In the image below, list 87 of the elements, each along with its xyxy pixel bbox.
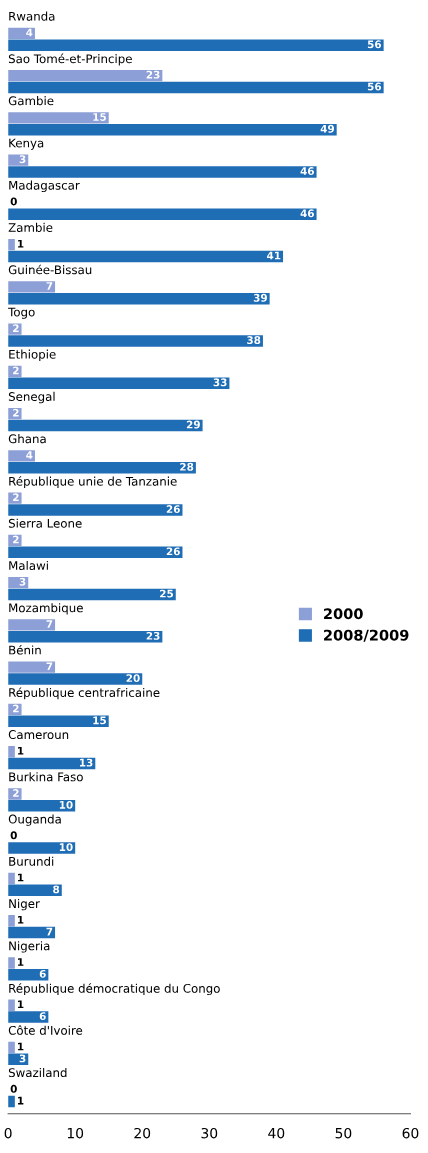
data-label: 56 xyxy=(367,40,382,49)
data-label: 1 xyxy=(18,239,24,248)
x-tick-label: 50 xyxy=(335,1127,352,1139)
data-label: 13 xyxy=(79,758,93,767)
y-tick-label: Côte d'Ivoire xyxy=(8,1025,83,1035)
data-label: 56 xyxy=(367,82,382,91)
data-label: 4 xyxy=(26,28,33,37)
data-label: 1 xyxy=(18,1042,24,1051)
data-label: 0 xyxy=(10,197,17,206)
y-tick-label: Nigeria xyxy=(9,941,50,953)
y-tick-label: Bénin xyxy=(9,644,41,655)
data-label: 15 xyxy=(93,716,106,725)
y-tick-label: République unie de Tanzanie xyxy=(9,476,177,489)
data-label: 46 xyxy=(300,209,315,218)
data-label: 2 xyxy=(13,324,19,332)
data-label: 0 xyxy=(10,1084,17,1093)
data-label: 2 xyxy=(13,493,19,502)
y-tick-label: Gambie xyxy=(8,96,54,106)
data-label: 28 xyxy=(180,462,194,471)
data-label: 26 xyxy=(166,505,180,513)
data-label: 6 xyxy=(39,969,46,978)
data-label: 7 xyxy=(46,662,53,671)
y-tick-label: Niger xyxy=(9,898,40,911)
y-tick-label: Senegal xyxy=(8,391,55,404)
data-label: 2 xyxy=(13,366,19,375)
y-tick-label: Swaziland xyxy=(8,1067,67,1078)
data-label: 7 xyxy=(46,282,53,290)
data-label: 29 xyxy=(186,420,200,429)
data-label: 10 xyxy=(59,800,73,809)
y-tick-label: Mozambique xyxy=(9,603,83,615)
data-label: 25 xyxy=(160,589,174,598)
data-label: 1 xyxy=(18,1096,24,1105)
data-label: 7 xyxy=(46,927,53,936)
x-tick-label: 40 xyxy=(268,1127,285,1139)
x-tick-label: 10 xyxy=(67,1127,84,1139)
data-label: 46 xyxy=(300,167,315,175)
y-tick-label: Madagascar xyxy=(9,180,80,193)
y-tick-label: Malawi xyxy=(9,560,48,571)
legend-label: 2000 xyxy=(324,608,363,620)
data-label: 23 xyxy=(146,70,160,79)
x-tick-label: 20 xyxy=(134,1127,151,1139)
data-label: 1 xyxy=(18,746,24,755)
y-tick-label: Ouganda xyxy=(8,814,61,826)
y-tick-label: Zambie xyxy=(8,222,53,232)
data-label: 6 xyxy=(39,1012,46,1021)
data-label: 41 xyxy=(267,251,281,260)
y-tick-label: République centrafricaine xyxy=(9,687,160,700)
x-tick-label: 30 xyxy=(201,1127,218,1139)
data-label: 23 xyxy=(146,631,160,640)
data-label: 3 xyxy=(19,1054,26,1063)
data-label: 2 xyxy=(13,408,19,417)
data-label: 1 xyxy=(18,1000,24,1009)
x-tick-label: 0 xyxy=(4,1127,12,1139)
data-label: 20 xyxy=(126,674,140,683)
y-tick-label: République démocratique du Congo xyxy=(9,983,220,996)
y-tick-label: Rwanda xyxy=(9,11,55,21)
y-tick-label: Ghana xyxy=(8,434,46,444)
data-label: 8 xyxy=(53,885,60,894)
y-tick-label: Burundi xyxy=(9,856,54,866)
data-label: 7 xyxy=(46,620,53,628)
data-label: 3 xyxy=(19,577,26,586)
y-tick-label: Guinée-Bissau xyxy=(8,264,92,275)
legend-label: 2008/2009 xyxy=(324,629,409,642)
y-tick-label: Burkina Faso xyxy=(9,772,83,782)
data-label: 1 xyxy=(18,958,24,966)
data-label: 3 xyxy=(19,155,26,164)
y-tick-label: Cameroun xyxy=(8,730,69,740)
data-label: 0 xyxy=(10,831,17,840)
data-label: 26 xyxy=(166,547,180,556)
data-label: 39 xyxy=(253,293,267,302)
data-label: 1 xyxy=(18,915,24,924)
y-tick-label: Ethiopie xyxy=(9,349,56,362)
data-label: 49 xyxy=(320,124,335,133)
x-tick-label: 60 xyxy=(402,1127,419,1139)
data-label: 2 xyxy=(13,704,19,713)
data-label: 4 xyxy=(26,451,33,459)
data-label: 2 xyxy=(13,789,19,797)
data-label: 15 xyxy=(93,113,106,121)
data-label: 1 xyxy=(18,873,24,882)
data-label: 2 xyxy=(13,535,19,544)
data-label: 38 xyxy=(247,336,261,344)
y-tick-label: Togo xyxy=(8,307,35,319)
y-tick-label: Kenya xyxy=(9,138,44,150)
y-tick-label: Sao Tomé-et-Principe xyxy=(8,53,132,66)
data-label: 10 xyxy=(59,843,73,852)
data-label: 33 xyxy=(213,378,227,387)
y-tick-label: Sierra Leone xyxy=(8,518,82,528)
